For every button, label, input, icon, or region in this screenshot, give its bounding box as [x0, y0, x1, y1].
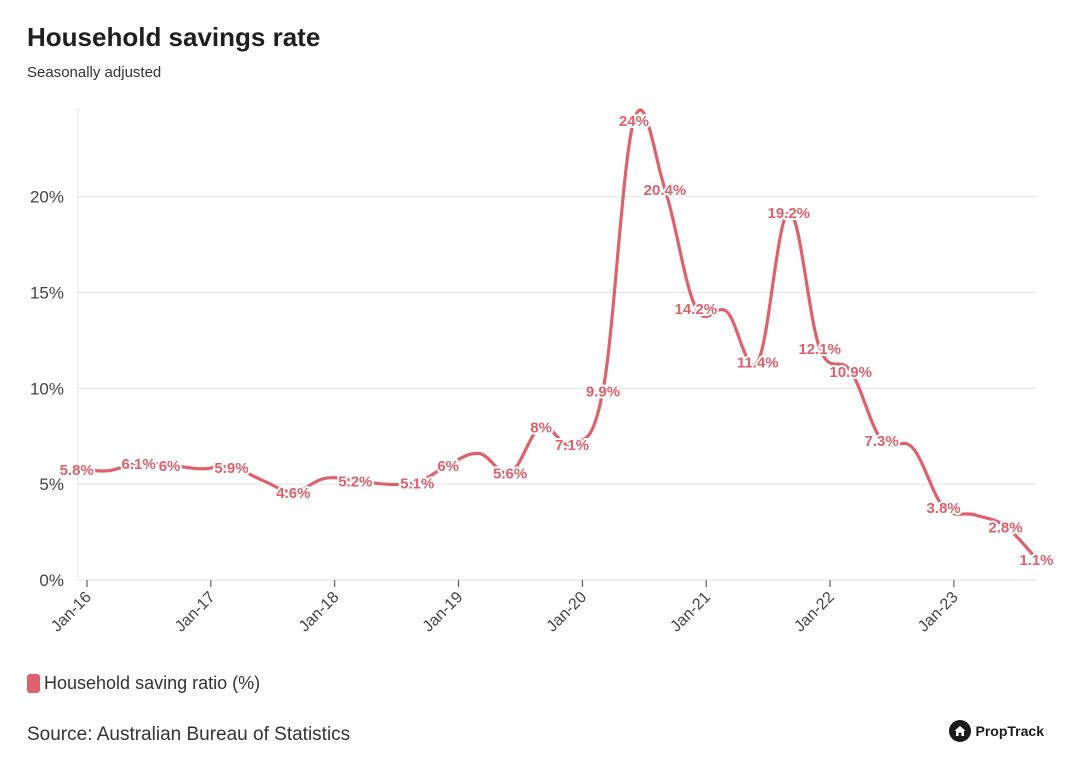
data-label: 5.1%5.1% [398, 473, 436, 494]
data-label: 14.2%14.2% [673, 299, 720, 320]
data-label-halo: 6% [159, 458, 181, 475]
data-label-halo: 20.4% [644, 182, 687, 199]
x-tick-label: Jan-17 [172, 589, 219, 636]
data-label-text: 5.1% [400, 475, 434, 492]
data-label-halo: 12.1% [798, 341, 841, 358]
data-label-text: 6.1% [121, 456, 155, 473]
data-label-text: 5.9% [214, 460, 248, 477]
data-label-text: 10.9% [829, 364, 872, 381]
legend-label: Household saving ratio (%) [44, 673, 261, 693]
data-label-text: 4.6% [276, 485, 310, 502]
data-label-halo: 6% [437, 458, 459, 475]
data-label-text: 1.1% [1019, 552, 1053, 569]
data-label: 2.8%2.8% [986, 517, 1024, 538]
data-label-text: 14.2% [675, 301, 718, 318]
data-label: 3.8%3.8% [924, 498, 962, 519]
series-line [75, 108, 1038, 561]
data-label-halo: 4.6% [276, 485, 310, 502]
y-tick-label: 0% [39, 571, 64, 590]
data-label-halo: 9.9% [586, 383, 620, 400]
data-label-text: 9.9% [586, 383, 620, 400]
data-label-halo: 14.2% [675, 301, 718, 318]
x-tick-label: Jan-16 [48, 589, 95, 636]
data-label-text: 12.1% [798, 341, 841, 358]
x-tick-label: Jan-18 [296, 589, 343, 636]
data-label-halo: 5.1% [400, 475, 434, 492]
y-tick-label: 15% [30, 284, 64, 303]
data-label: 6%6% [157, 456, 183, 477]
data-label-text: 6% [437, 458, 459, 475]
data-label: 5.2%5.2% [336, 471, 374, 492]
x-tick-label: Jan-21 [667, 589, 714, 636]
data-label: 7.1%7.1% [553, 435, 591, 456]
data-label-halo: 5.8% [60, 462, 94, 479]
data-label-halo: 6.1% [121, 456, 155, 473]
data-label-text: 2.8% [988, 519, 1022, 536]
data-label: 9.9%9.9% [584, 381, 622, 402]
data-label-halo: 7.3% [865, 433, 899, 450]
legend-swatch [27, 674, 40, 693]
data-label: 11.4%11.4% [735, 353, 781, 374]
data-label-text: 5.6% [493, 466, 527, 483]
chart-subtitle: Seasonally adjusted [27, 64, 162, 81]
data-label: 8%8% [528, 418, 554, 439]
data-label: 5.6%5.6% [491, 464, 529, 485]
chart-title: Household savings rate [27, 22, 321, 52]
brand-logo: PropTrack [948, 720, 1044, 742]
data-label: 5.8%5.8% [58, 460, 96, 481]
data-label-text: 24% [619, 113, 649, 130]
data-label-text: 3.8% [926, 500, 960, 517]
data-label-halo: 19.2% [767, 205, 810, 222]
data-label: 7.3%7.3% [863, 431, 901, 452]
y-tick-label: 5% [39, 475, 64, 494]
data-label-text: 11.4% [737, 355, 779, 372]
data-label: 19.2%19.2% [765, 203, 812, 224]
data-label-text: 19.2% [767, 205, 810, 222]
data-label-halo: 5.6% [493, 466, 527, 483]
data-label-text: 8% [530, 420, 552, 437]
x-tick-label: Jan-23 [915, 589, 962, 636]
data-label: 5.9%5.9% [212, 458, 250, 479]
data-label: 10.9%10.9% [827, 362, 874, 383]
data-label-halo: 8% [530, 420, 552, 437]
data-label-halo: 10.9% [829, 364, 872, 381]
data-label: 6.1%6.1% [119, 454, 157, 475]
x-tick-label: Jan-20 [544, 589, 591, 636]
source-note: Source: Australian Bureau of Statistics [27, 724, 351, 745]
x-tick-label: Jan-19 [420, 589, 467, 636]
data-label: 20.4%20.4% [642, 180, 689, 201]
data-label-text: 20.4% [644, 182, 687, 199]
legend[interactable]: Household saving ratio (%) [27, 673, 260, 694]
data-label: 12.1%12.1% [796, 339, 843, 360]
data-label-halo: 5.2% [338, 473, 372, 490]
data-label-halo: 11.4% [737, 355, 779, 372]
data-label-text: 7.1% [555, 437, 589, 454]
data-label-halo: 7.1% [555, 437, 589, 454]
data-label: 6%6% [435, 456, 461, 477]
line-chart: 0% 5% 10% 15% 20% Jan-16 Jan-17 Jan-18 Jan-19 Jan… [30, 108, 1056, 636]
data-label-halo: 24% [619, 113, 649, 130]
brand-name: PropTrack [975, 723, 1044, 739]
data-label: 4.6%4.6% [274, 483, 312, 504]
data-label-text: 6% [159, 458, 181, 475]
data-label-text: 7.3% [865, 433, 899, 450]
data-label-halo: 1.1% [1019, 552, 1053, 569]
data-label-text: 5.2% [338, 473, 372, 490]
data-label: 24%24% [617, 111, 651, 132]
y-tick-label: 20% [30, 188, 64, 207]
data-label: 1.1%1.1% [1017, 550, 1055, 571]
data-label-text: 5.8% [60, 462, 94, 479]
house-icon [948, 720, 971, 742]
data-label-halo: 2.8% [988, 519, 1022, 536]
data-label-halo: 5.9% [214, 460, 248, 477]
x-tick-label: Jan-22 [791, 589, 838, 636]
data-label-halo: 3.8% [926, 500, 960, 517]
y-tick-label: 10% [30, 379, 64, 398]
